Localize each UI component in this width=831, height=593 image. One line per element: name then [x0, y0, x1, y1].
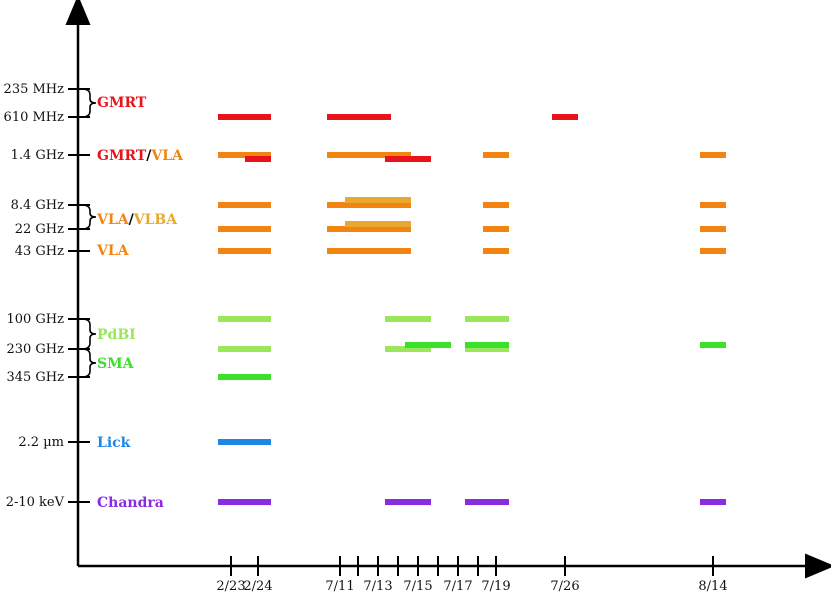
band-label-22ghz: 22 GHz: [15, 222, 64, 237]
facility-part-gmrtvla-0: GMRT: [97, 148, 147, 164]
facility-label-gmrt1: GMRT: [97, 95, 147, 111]
facility-label-chandra: Chandra: [97, 495, 164, 511]
x-tick-label-7-17: 7/17: [443, 579, 472, 593]
x-tick-label-8-14: 8/14: [698, 579, 727, 593]
bracket-vla-vlba: [81, 204, 97, 230]
observation-bar-230ghz-27: [385, 346, 431, 352]
observation-bar-8.4ghz-9: [218, 202, 271, 208]
x-tick-label-7-13: 7/13: [363, 579, 392, 593]
observation-bar-43ghz-19: [218, 248, 271, 254]
observation-bar-230ghz-29: [465, 346, 509, 352]
observation-bar-22ghz-14: [218, 226, 271, 232]
observation-bar-1.4ghz-8: [700, 152, 726, 158]
facility-part-sma-0: SMA: [97, 356, 135, 372]
band-label-230ghz: 230 GHz: [6, 342, 64, 357]
band-label-610mhz: 610 MHz: [4, 110, 65, 125]
observation-bar-22ghz-15: [327, 226, 411, 232]
bracket-sma: [81, 348, 97, 378]
observation-bar-43ghz-22: [700, 248, 726, 254]
observation-bar-43ghz-21: [483, 248, 509, 254]
observation-bar-8.4ghz-10: [327, 202, 411, 208]
x-tick-label-7-11: 7/11: [325, 579, 354, 593]
band-brackets: [81, 88, 97, 378]
band-label-2.2um: 2.2 µm: [18, 435, 64, 450]
facility-part-gmrt1-0: GMRT: [97, 95, 147, 111]
bracket-pdbi: [81, 318, 97, 350]
band-label-100ghz: 100 GHz: [6, 312, 64, 327]
observation-bar-230ghz-30: [465, 342, 509, 348]
observation-bar-2-10kev-35: [385, 499, 411, 505]
x-ticks: 2/232/24 7/11 7/13 7/15 7/17 7/19 7/26 8/14: [216, 556, 728, 593]
observation-bar-8.4ghz-12: [483, 202, 509, 208]
observation-bar-1.4ghz-3: [218, 152, 271, 158]
observation-bar-1.4ghz-6: [385, 156, 431, 162]
facility-part-vlavlba-0: VLA: [96, 212, 130, 228]
facility-label-pdbi: PdBI: [97, 327, 136, 343]
facility-part-pdbi-0: PdBI: [97, 327, 136, 343]
observation-bar-610mhz-2: [552, 114, 578, 120]
observation-bar-2-10kev-34: [218, 499, 271, 505]
observation-bar-610mhz-1: [327, 114, 391, 120]
observation-bar-230ghz-28: [405, 342, 451, 348]
facility-part-vla43-0: VLA: [96, 243, 130, 259]
axes: [65, 0, 831, 579]
observation-bar-43ghz-20: [327, 248, 411, 254]
bracket-gmrt: [81, 88, 97, 118]
observation-bar-8.4ghz-13: [700, 202, 726, 208]
observation-bar-1.4ghz-7: [483, 152, 509, 158]
band-label-2-10kev: 2-10 keV: [6, 495, 65, 510]
observation-bar-100ghz-23: [218, 316, 271, 322]
facility-label-gmrtvla: GMRT/VLA: [97, 148, 184, 164]
observation-bar-22ghz-17: [483, 226, 509, 232]
observation-bars: [218, 114, 726, 505]
observation-bar-8.4ghz-11: [345, 197, 411, 203]
x-tick-label-7-26: 7/26: [550, 579, 579, 593]
observation-bar-2.2um-33: [218, 439, 271, 445]
facility-part-gmrtvla-2: VLA: [150, 148, 184, 164]
facility-label-vla43: VLA: [96, 243, 130, 259]
observation-bar-230ghz-31: [700, 342, 726, 348]
facility-label-vlavlba: VLA/VLBA: [96, 212, 178, 228]
band-label-235mhz: 235 MHz: [4, 82, 65, 97]
observation-bar-2-10kev-36: [405, 499, 431, 505]
observation-bar-1.4ghz-5: [327, 152, 411, 158]
facility-part-vlavlba-2: VLBA: [133, 212, 179, 228]
x-tick-label-2-24: 2/24: [243, 579, 272, 593]
band-label-8.4ghz: 8.4 GHz: [11, 198, 65, 213]
observation-bar-345ghz-32: [218, 374, 271, 380]
observation-bar-1.4ghz-4: [245, 156, 271, 162]
observation-bar-100ghz-24: [385, 316, 431, 322]
band-label-1.4ghz: 1.4 GHz: [11, 148, 65, 163]
observation-bar-22ghz-16: [345, 221, 411, 227]
x-tick-label-2-23: 2/23: [216, 579, 245, 593]
facility-part-lick-0: Lick: [97, 435, 131, 451]
facility-label-lick: Lick: [97, 435, 131, 451]
band-label-43ghz: 43 GHz: [15, 244, 64, 259]
band-label-345ghz: 345 GHz: [6, 370, 64, 385]
observation-bar-2-10kev-38: [700, 499, 726, 505]
observation-bar-610mhz-0: [218, 114, 271, 120]
facility-part-chandra-0: Chandra: [97, 495, 164, 511]
observation-bar-100ghz-25: [465, 316, 509, 322]
facility-label-sma: SMA: [97, 356, 135, 372]
observation-bar-2-10kev-37: [465, 499, 509, 505]
x-tick-label-7-15: 7/15: [403, 579, 432, 593]
x-tick-label-7-19: 7/19: [481, 579, 510, 593]
facility-labels: GMRTGMRT/VLAVLA/VLBAVLAPdBISMALickChandr…: [96, 95, 184, 511]
observation-bar-230ghz-26: [218, 346, 271, 352]
facility-part-vlavlba-1: /: [129, 212, 135, 228]
observation-bar-22ghz-18: [700, 226, 726, 232]
facility-part-gmrtvla-1: /: [146, 148, 152, 164]
